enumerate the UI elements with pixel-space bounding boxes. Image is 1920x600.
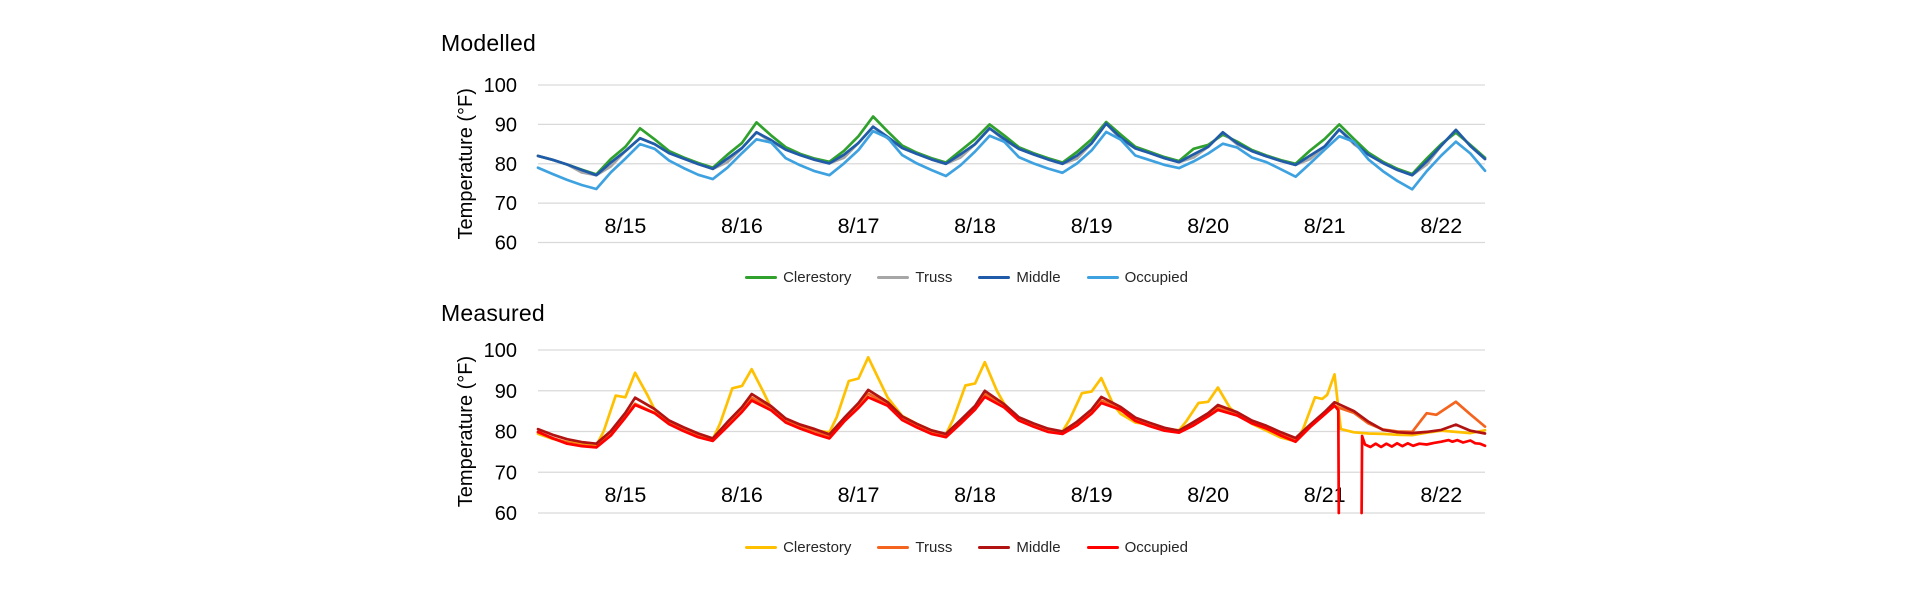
legend-item-modelled-middle: Middle [978, 268, 1061, 286]
legend-label: Middle [1016, 268, 1061, 286]
series-line-measured-middle [536, 388, 1487, 446]
legend-item-measured-clerestory: Clerestory [745, 539, 851, 556]
legend-label: Occupied [1124, 268, 1188, 286]
legend-swatch-truss [877, 545, 910, 549]
y-tick-label: 70 [495, 193, 517, 215]
y-tick-label: 80 [495, 422, 517, 444]
y-tick-label: 100 [484, 340, 517, 362]
x-tick-label: 8/22 [1420, 214, 1462, 238]
x-tick-label: 8/22 [1420, 483, 1462, 507]
series-line-modelled-occupied [536, 129, 1487, 191]
measured-legend: Clerestory Truss Middle Occupied [443, 536, 1490, 558]
legend-item-measured-occupied: Occupied [1086, 538, 1188, 556]
x-tick-label: 8/21 [1304, 214, 1346, 238]
legend-label: Middle [1016, 538, 1061, 556]
legend-label: Truss [915, 538, 953, 556]
x-tick-label: 8/16 [721, 214, 763, 238]
series-line-measured-truss [536, 392, 1487, 449]
y-tick-label: 70 [495, 462, 517, 484]
series-line-measured-occupied [536, 395, 1341, 515]
y-tick-label: 90 [495, 381, 517, 403]
legend-label: Truss [915, 268, 953, 286]
legend-item-measured-middle: Middle [978, 538, 1061, 556]
legend-swatch-middle [978, 275, 1011, 279]
y-tick-label: 100 [484, 75, 517, 97]
legend-item-modelled-occupied: Occupied [1086, 268, 1188, 286]
y-axis-title: Temperature (°F) [455, 356, 477, 507]
series-line-measured-clerestory [536, 355, 1487, 447]
modelled-legend: Clerestory Truss Middle Occupied [443, 266, 1490, 288]
y-tick-label: 60 [495, 503, 517, 525]
x-tick-label: 8/18 [954, 483, 996, 507]
legend-swatch-occupied [1086, 545, 1119, 549]
x-tick-label: 8/18 [954, 214, 996, 238]
legend-swatch-clerestory [745, 275, 778, 279]
x-tick-label: 8/16 [721, 483, 763, 507]
y-tick-label: 90 [495, 114, 517, 136]
series-line-measured-occupied [1360, 434, 1487, 515]
chart-title-modelled: Modelled [441, 30, 536, 56]
x-tick-label: 8/15 [604, 214, 646, 238]
legend-label: Clerestory [783, 268, 852, 286]
x-tick-label: 8/20 [1187, 483, 1229, 507]
legend-item-modelled-clerestory: Clerestory [745, 269, 851, 286]
chart-title-measured: Measured [441, 300, 545, 326]
legend-label: Clerestory [783, 538, 852, 556]
y-axis-title: Temperature (°F) [455, 88, 477, 239]
y-tick-label: 80 [495, 154, 517, 176]
legend-label: Occupied [1124, 538, 1188, 556]
x-tick-label: 8/17 [838, 214, 880, 238]
x-tick-label: 8/17 [838, 483, 880, 507]
legend-item-measured-truss: Truss [877, 539, 952, 556]
legend-swatch-truss [877, 275, 910, 279]
x-tick-label: 8/19 [1071, 214, 1113, 238]
legend-swatch-clerestory [745, 545, 778, 549]
y-tick-label: 60 [495, 233, 517, 255]
legend-item-modelled-truss: Truss [877, 269, 952, 286]
legend-swatch-middle [978, 545, 1011, 549]
series-line-modelled-middle [536, 122, 1487, 177]
x-tick-label: 8/15 [604, 483, 646, 507]
x-tick-label: 8/19 [1071, 483, 1113, 507]
legend-swatch-occupied [1086, 275, 1119, 279]
x-tick-label: 8/20 [1187, 214, 1229, 238]
